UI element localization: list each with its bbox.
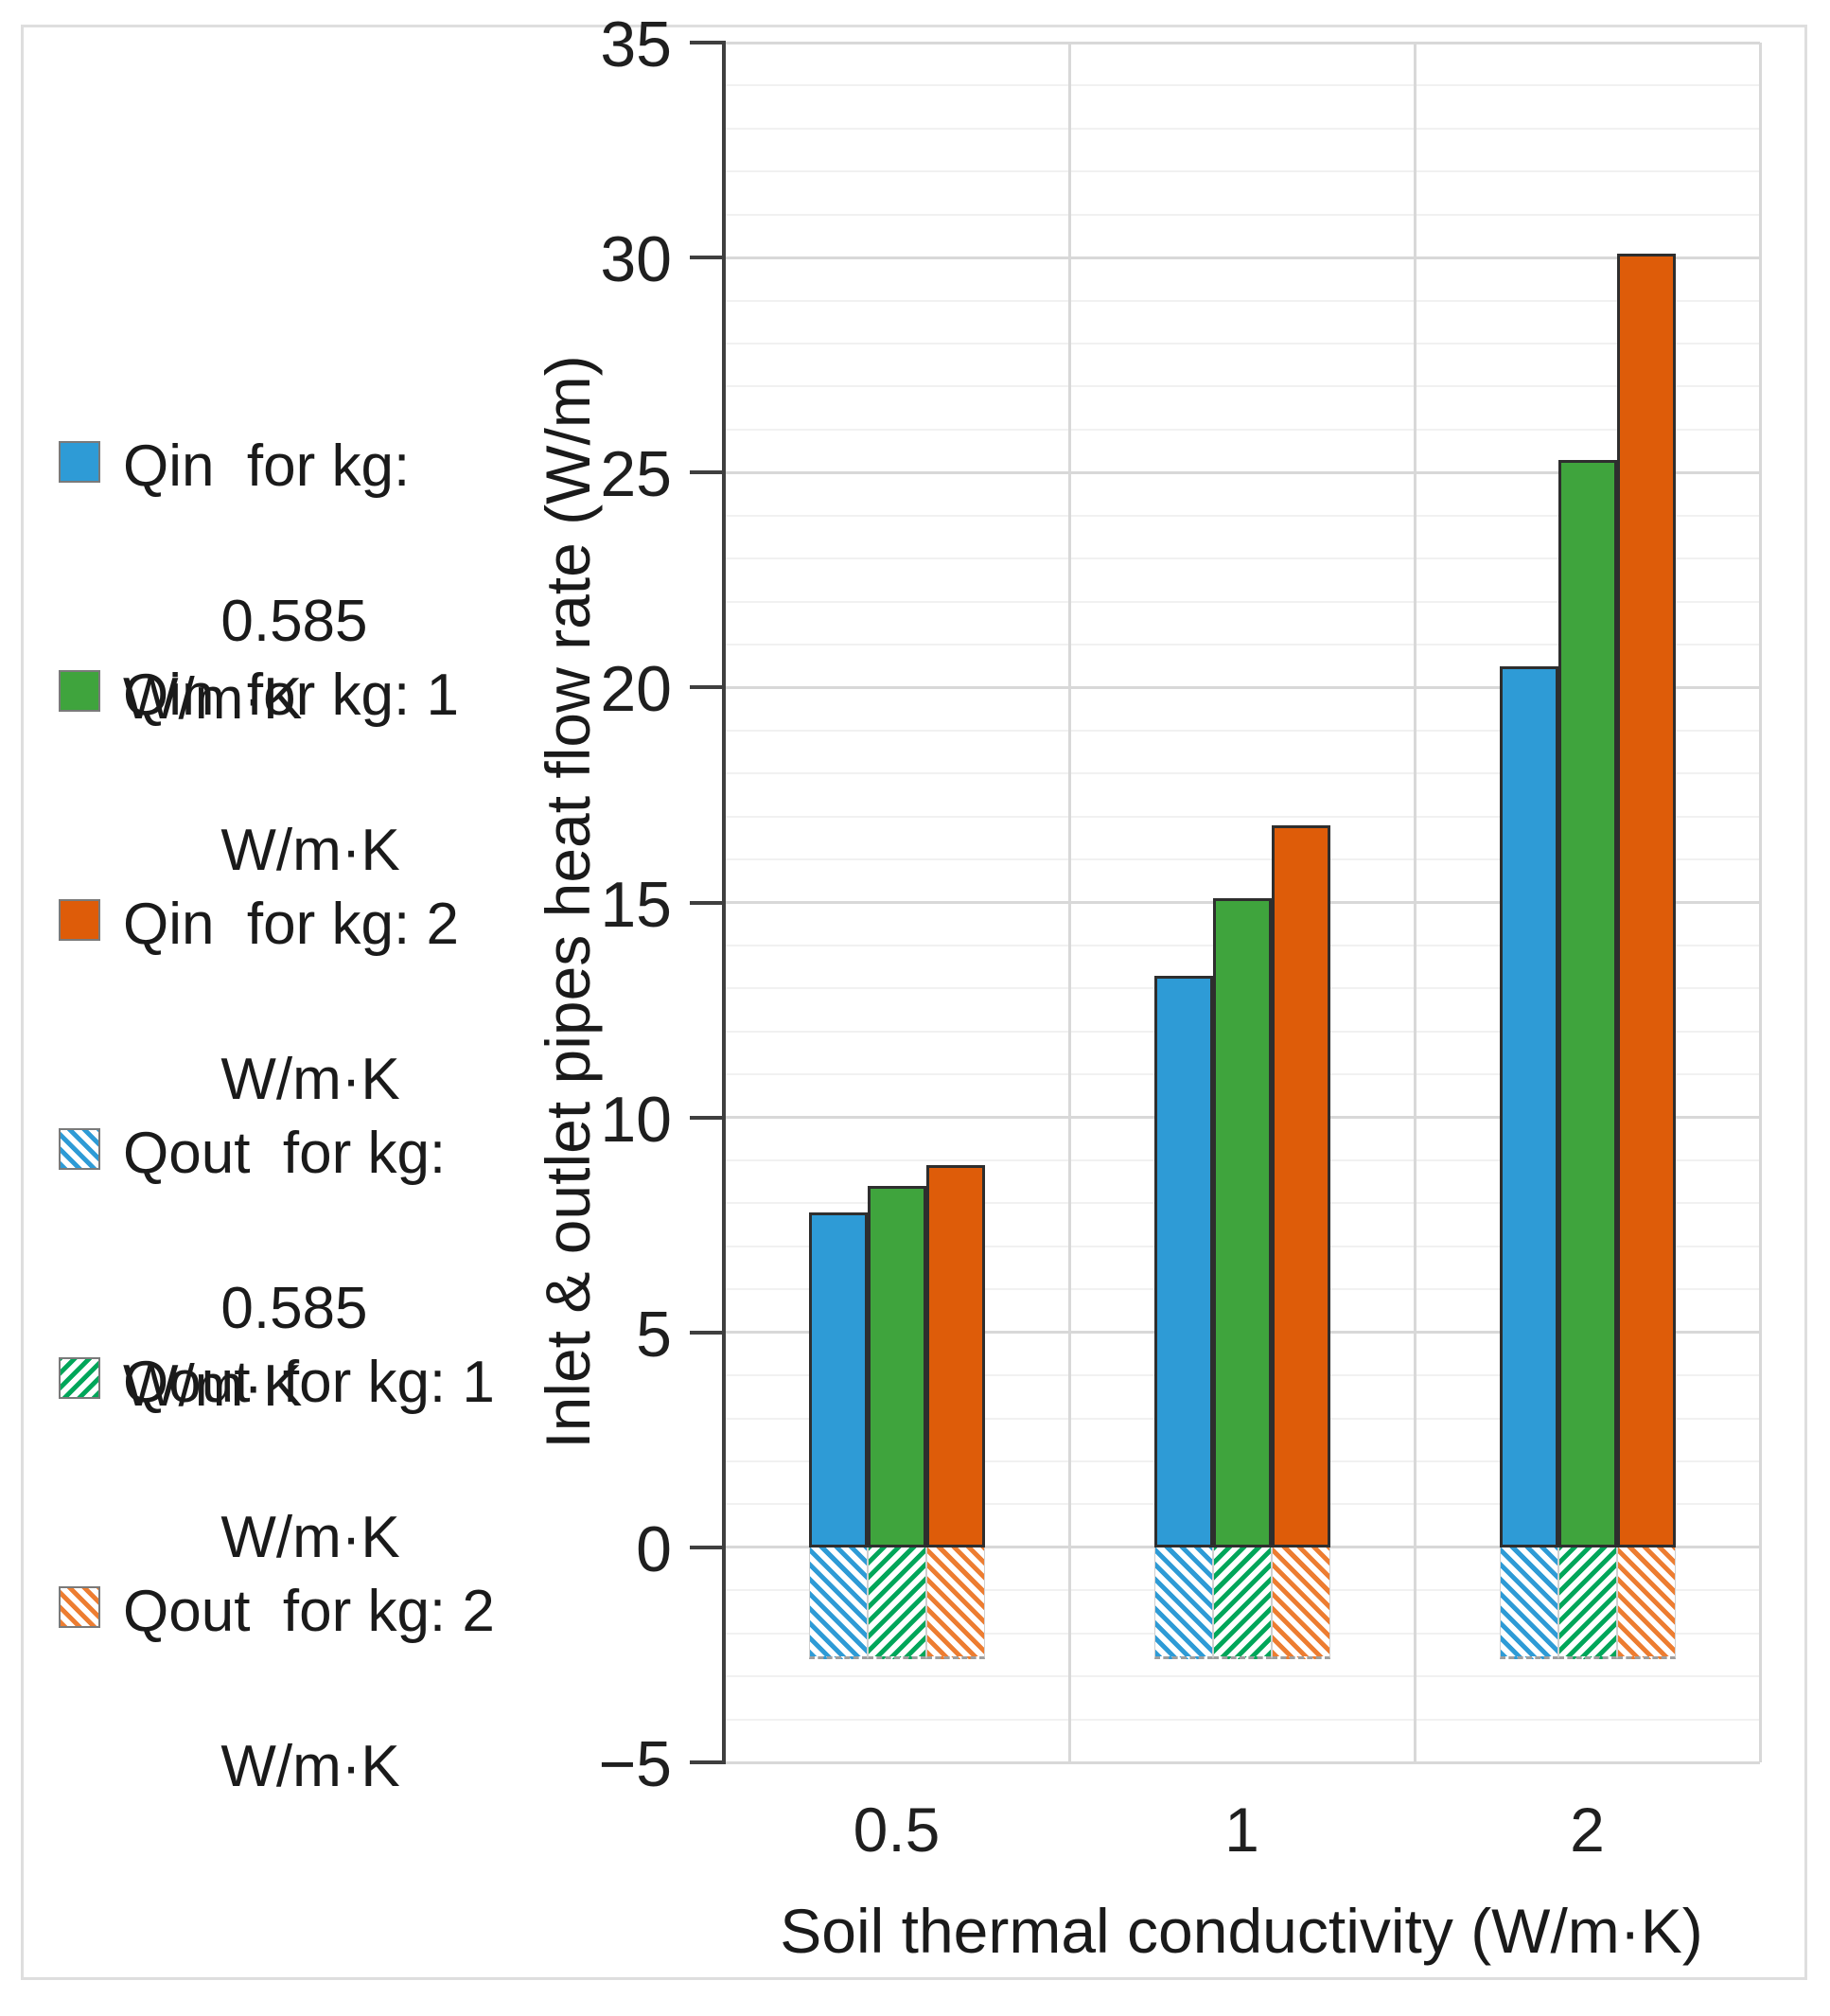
legend-line2: 0.585 W/m·K (123, 589, 384, 732)
bar-qout-s4-cat0.5 (867, 1547, 926, 1659)
legend-line2: 0.585 W/m·K (123, 1276, 384, 1419)
legend-label: Qout for kg: 2 W/m·K (123, 1573, 501, 1806)
gridline-vertical (1413, 43, 1416, 1762)
bar-qout-s3-cat0.5 (808, 1547, 868, 1659)
y-axis-tick (690, 900, 724, 905)
gridline-minor (724, 772, 1760, 775)
legend-swatch-qin-kg-2 (59, 899, 100, 941)
legend-swatch-qout-kg-2 (59, 1586, 100, 1628)
legend-swatch-qout-kg-0585 (59, 1128, 100, 1170)
y-tick-label: 15 (600, 868, 672, 941)
y-axis-tick (690, 1115, 724, 1120)
y-axis-tick (690, 41, 724, 44)
legend-label: Qin for kg: 0.585 W/m·K (123, 428, 501, 738)
gridline-major (724, 685, 1760, 689)
gridline-minor (724, 643, 1760, 645)
bar-qout-s5-cat2 (1616, 1547, 1676, 1659)
gridline-minor (724, 213, 1760, 216)
gridline-minor (724, 514, 1760, 517)
legend-swatch-qin-kg-0585 (59, 441, 100, 483)
bar-qin-s2-cat1 (1271, 824, 1330, 1547)
bar-qin-s0-cat2 (1499, 665, 1558, 1547)
gridline-minor (724, 385, 1760, 388)
gridline-minor (724, 1675, 1760, 1678)
gridline-minor (724, 729, 1760, 732)
bar-qin-s1-cat0.5 (867, 1186, 926, 1547)
bar-qout-s4-cat2 (1557, 1547, 1617, 1659)
legend-label: Qout for kg: 0.585 W/m·K (123, 1115, 501, 1425)
y-axis-tick (690, 1545, 724, 1549)
gridline-minor (724, 170, 1760, 173)
bar-qin-s0-cat0.5 (808, 1211, 868, 1547)
y-axis-tick (690, 685, 724, 690)
y-axis-tick (690, 470, 724, 475)
y-tick-label: −5 (598, 1728, 672, 1800)
legend-line1: Qout for kg: 2 (123, 1579, 495, 1644)
bar-qout-s3-cat2 (1499, 1547, 1558, 1659)
bar-qin-s2-cat0.5 (925, 1164, 985, 1547)
legend-label: Qin for kg: 2 W/m·K (123, 886, 501, 1119)
bar-qin-s1-cat2 (1557, 459, 1617, 1547)
y-tick-label: 5 (636, 1298, 672, 1371)
x-tick-label: 1 (1224, 1795, 1259, 1865)
legend-line2: W/m·K (220, 1734, 400, 1799)
legend-line2: W/m·K (220, 1047, 400, 1112)
bar-qin-s2-cat2 (1616, 253, 1676, 1547)
y-axis-tick (690, 1760, 724, 1764)
y-axis-tick (690, 1330, 724, 1335)
gridline-major (724, 470, 1760, 474)
gridline-vertical (1067, 43, 1071, 1762)
legend-swatch-qout-kg-1 (59, 1357, 100, 1399)
gridline-vertical (1758, 43, 1762, 1762)
y-tick-label: 25 (600, 438, 672, 511)
legend-label: Qout for kg: 1 W/m·K (123, 1344, 501, 1577)
legend-label: Qin for kg: 1 W/m·K (123, 657, 501, 890)
y-tick-label: 0 (636, 1512, 672, 1585)
y-tick-label: 35 (600, 9, 672, 80)
bar-qout-s4-cat1 (1212, 1547, 1272, 1659)
legend-line1: Qin for kg: 2 (123, 892, 459, 957)
gridline-major (724, 1760, 1760, 1764)
y-tick-label: 10 (600, 1083, 672, 1156)
gridline-minor (724, 600, 1760, 603)
legend-line2: W/m·K (220, 1505, 400, 1570)
legend-line1: Qout for kg: (123, 1121, 447, 1186)
gridline-minor (724, 84, 1760, 87)
bar-qin-s0-cat1 (1153, 975, 1213, 1547)
x-tick-label: 2 (1570, 1795, 1605, 1865)
legend-line1: Qin for kg: (123, 433, 411, 499)
gridline-minor (724, 299, 1760, 302)
bar-qin-s1-cat1 (1212, 897, 1272, 1547)
bar-qout-s5-cat1 (1271, 1547, 1330, 1659)
gridline-minor (724, 815, 1760, 818)
x-tick-label: 0.5 (853, 1795, 941, 1865)
gridline-minor (724, 428, 1760, 431)
bar-qout-s5-cat0.5 (925, 1547, 985, 1659)
gridline-major (724, 256, 1760, 259)
gridline-minor (724, 858, 1760, 861)
bar-qout-s3-cat1 (1153, 1547, 1213, 1659)
legend-line2: W/m·K (220, 818, 400, 883)
legend-line1: Qout for kg: 1 (123, 1350, 495, 1415)
gridline-minor (724, 127, 1760, 130)
x-axis-title: Soil thermal conductivity (W/m·K) (780, 1896, 1703, 1966)
gridline-major (724, 41, 1760, 44)
y-axis-line (722, 41, 726, 1764)
gridline-minor (724, 557, 1760, 560)
y-axis-tick (690, 256, 724, 260)
legend-swatch-qin-kg-1 (59, 670, 100, 712)
y-tick-label: 30 (600, 223, 672, 296)
gridline-minor (724, 1718, 1760, 1721)
legend-line1: Qin for kg: 1 (123, 663, 459, 728)
gridline-minor (724, 342, 1760, 345)
y-tick-label: 20 (600, 653, 672, 726)
